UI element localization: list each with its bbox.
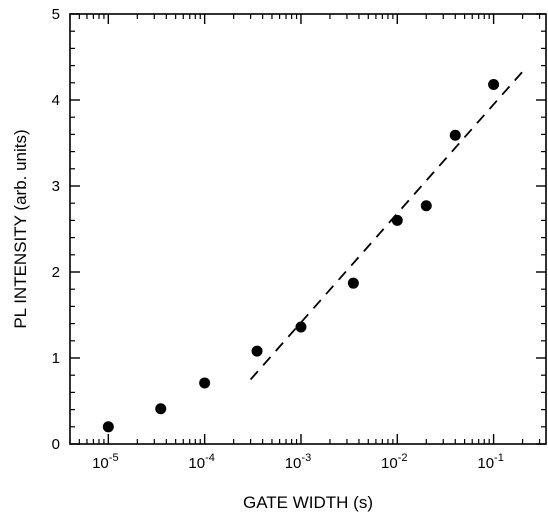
data-point (155, 403, 167, 415)
fit-dashed-line (249, 71, 524, 381)
x-tick-exponent: -1 (494, 452, 504, 464)
y-tick-label: 1 (52, 350, 60, 367)
x-tick-exponent: -4 (205, 452, 215, 464)
y-tick-label: 4 (52, 92, 60, 109)
x-tick-base: 10 (188, 455, 205, 472)
major-ticks (70, 13, 546, 445)
data-point (420, 200, 432, 212)
x-tick-base: 10 (285, 455, 302, 472)
x-tick-exponent: -3 (301, 452, 311, 464)
x-tick-exponent: -5 (109, 452, 119, 464)
y-tick-label: 2 (52, 264, 60, 281)
data-point (391, 214, 403, 226)
x-axis-label: GATE WIDTH (s) (243, 493, 373, 512)
y-tick-labels: 0 1 2 3 4 5 (52, 6, 60, 453)
plot-frame (69, 13, 547, 445)
data-point (102, 421, 114, 433)
data-point (347, 277, 359, 289)
x-tick-base: 10 (92, 455, 109, 472)
data-point (295, 321, 307, 333)
x-tick-label: 10-4 (188, 452, 214, 472)
x-tick-exponent: -2 (398, 452, 408, 464)
y-tick-label: 5 (52, 6, 60, 23)
data-point (199, 377, 211, 389)
x-tick-label: 10-1 (477, 452, 503, 472)
x-tick-base: 10 (381, 455, 398, 472)
x-tick-base: 10 (477, 455, 494, 472)
data-point (449, 129, 461, 141)
minor-ticks (69, 14, 546, 444)
x-tick-label: 10-3 (285, 452, 311, 472)
y-tick-label: 0 (52, 436, 60, 453)
x-tick-label: 10-5 (92, 452, 118, 472)
data-point (488, 79, 500, 91)
y-axis-label: PL INTENSITY (arb. units) (11, 129, 30, 328)
x-tick-label: 10-2 (381, 452, 407, 472)
y-tick-label: 3 (52, 178, 60, 195)
x-tick-labels: 10-5 10-4 10-3 10-2 10-1 (92, 452, 504, 472)
data-points (102, 79, 500, 433)
data-point (251, 345, 263, 357)
